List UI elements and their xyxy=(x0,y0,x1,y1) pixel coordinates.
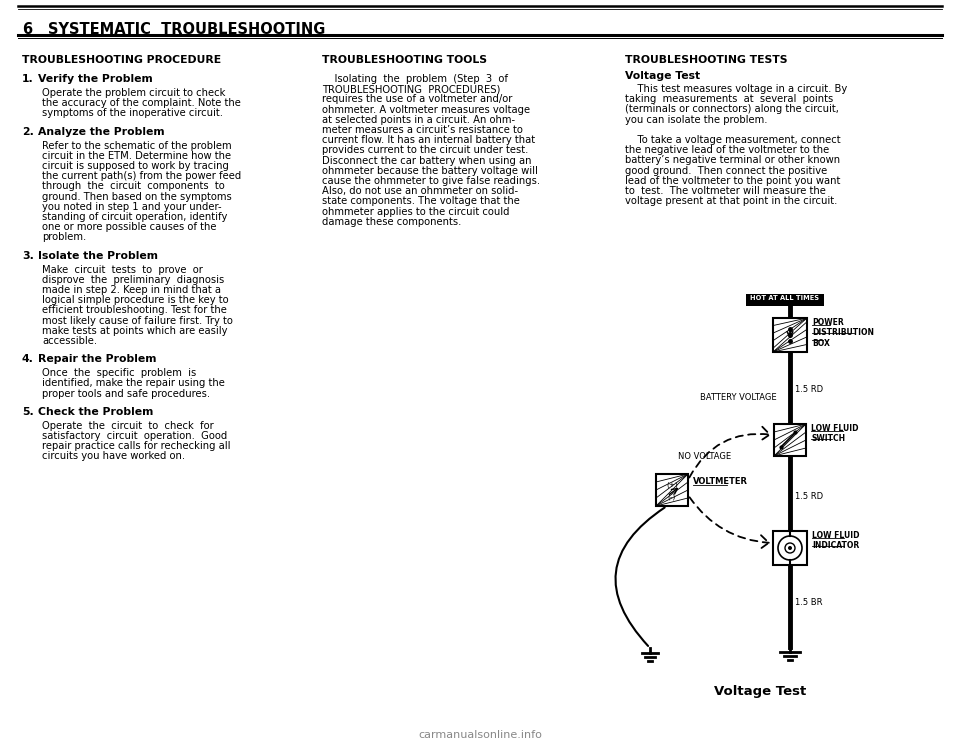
Circle shape xyxy=(788,546,792,550)
Bar xyxy=(774,424,806,456)
Bar xyxy=(773,318,807,352)
Text: 6: 6 xyxy=(22,22,32,37)
Text: meter measures a circuit’s resistance to: meter measures a circuit’s resistance to xyxy=(322,125,523,135)
Text: circuit is supposed to work by tracing: circuit is supposed to work by tracing xyxy=(42,161,228,171)
Text: the accuracy of the complaint. Note the: the accuracy of the complaint. Note the xyxy=(42,98,241,108)
Text: Check the Problem: Check the Problem xyxy=(38,407,154,417)
Text: TROUBLESHOOTING TESTS: TROUBLESHOOTING TESTS xyxy=(625,55,787,65)
Text: 1.5 RD: 1.5 RD xyxy=(795,492,823,501)
Text: battery’s negative terminal or other known: battery’s negative terminal or other kno… xyxy=(625,155,840,166)
Bar xyxy=(656,474,688,506)
Text: Repair the Problem: Repair the Problem xyxy=(38,354,156,364)
Text: TROUBLESHOOTING PROCEDURE: TROUBLESHOOTING PROCEDURE xyxy=(22,55,221,65)
Text: ohmmeter applies to the circuit could: ohmmeter applies to the circuit could xyxy=(322,207,510,216)
Text: Also, do not use an ohmmeter on solid-: Also, do not use an ohmmeter on solid- xyxy=(322,186,518,196)
Text: (terminals or connectors) along the circuit,: (terminals or connectors) along the circ… xyxy=(625,104,839,114)
Text: disprove  the  preliminary  diagnosis: disprove the preliminary diagnosis xyxy=(42,275,225,285)
Text: requires the use of a voltmeter and/or: requires the use of a voltmeter and/or xyxy=(322,95,513,104)
Circle shape xyxy=(778,536,802,560)
FancyArrowPatch shape xyxy=(689,427,770,477)
FancyArrowPatch shape xyxy=(689,498,769,549)
Text: Refer to the schematic of the problem: Refer to the schematic of the problem xyxy=(42,140,231,151)
Text: one or more possible causes of the: one or more possible causes of the xyxy=(42,222,217,232)
Text: made in step 2. Keep in mind that a: made in step 2. Keep in mind that a xyxy=(42,285,221,295)
Text: LOW FLUID
SWITCH: LOW FLUID SWITCH xyxy=(811,424,858,443)
Text: good ground.  Then connect the positive: good ground. Then connect the positive xyxy=(625,166,828,175)
Text: damage these components.: damage these components. xyxy=(322,217,462,227)
Text: logical simple procedure is the key to: logical simple procedure is the key to xyxy=(42,295,228,305)
FancyBboxPatch shape xyxy=(746,294,824,306)
Text: accessible.: accessible. xyxy=(42,336,97,346)
Text: you noted in step 1 and your under-: you noted in step 1 and your under- xyxy=(42,202,222,212)
Text: proper tools and safe procedures.: proper tools and safe procedures. xyxy=(42,389,210,398)
Circle shape xyxy=(785,543,795,553)
Text: 5.: 5. xyxy=(22,407,34,417)
Text: satisfactory  circuit  operation.  Good: satisfactory circuit operation. Good xyxy=(42,431,228,441)
Text: the current path(s) from the power feed: the current path(s) from the power feed xyxy=(42,171,241,181)
Text: problem.: problem. xyxy=(42,233,86,242)
Text: efficient troubleshooting. Test for the: efficient troubleshooting. Test for the xyxy=(42,305,227,316)
Text: POWER
DISTRIBUTION
BOX: POWER DISTRIBUTION BOX xyxy=(812,318,874,348)
Bar xyxy=(773,531,807,565)
Text: Make  circuit  tests  to  prove  or: Make circuit tests to prove or xyxy=(42,265,203,275)
Text: Verify the Problem: Verify the Problem xyxy=(38,74,153,84)
Text: Analyze the Problem: Analyze the Problem xyxy=(38,127,164,137)
Text: to  test.  The voltmeter will measure the: to test. The voltmeter will measure the xyxy=(625,186,826,196)
FancyArrowPatch shape xyxy=(615,507,664,646)
Text: HOT AT ALL TIMES: HOT AT ALL TIMES xyxy=(751,295,820,301)
Text: Voltage Test: Voltage Test xyxy=(625,71,700,81)
Text: provides current to the circuit under test.: provides current to the circuit under te… xyxy=(322,145,528,155)
Text: Isolating  the  problem  (Step  3  of: Isolating the problem (Step 3 of xyxy=(322,74,508,84)
Text: TROUBLESHOOTING  PROCEDURES): TROUBLESHOOTING PROCEDURES) xyxy=(322,84,500,94)
Text: you can isolate the problem.: you can isolate the problem. xyxy=(625,115,767,125)
Text: repair practice calls for rechecking all: repair practice calls for rechecking all xyxy=(42,441,230,451)
Text: 4.: 4. xyxy=(22,354,34,364)
Text: 1.5 BR: 1.5 BR xyxy=(795,598,823,607)
Text: standing of circuit operation, identify: standing of circuit operation, identify xyxy=(42,212,228,222)
Text: Voltage Test: Voltage Test xyxy=(714,685,806,698)
Text: lead of the voltmeter to the point you want: lead of the voltmeter to the point you w… xyxy=(625,176,840,186)
Text: ground. Then based on the symptoms: ground. Then based on the symptoms xyxy=(42,192,231,201)
Text: taking  measurements  at  several  points: taking measurements at several points xyxy=(625,94,833,104)
Text: (-): (-) xyxy=(668,493,676,500)
Text: most likely cause of failure first. Try to: most likely cause of failure first. Try … xyxy=(42,316,233,325)
Text: current flow. It has an internal battery that: current flow. It has an internal battery… xyxy=(322,135,535,145)
Text: NO VOLTAGE: NO VOLTAGE xyxy=(678,452,732,461)
Text: VOLTMETER: VOLTMETER xyxy=(693,477,748,486)
Text: TROUBLESHOOTING TOOLS: TROUBLESHOOTING TOOLS xyxy=(322,55,487,65)
Text: voltage present at that point in the circuit.: voltage present at that point in the cir… xyxy=(625,196,837,206)
Text: circuits you have worked on.: circuits you have worked on. xyxy=(42,451,185,461)
Text: (+): (+) xyxy=(666,482,678,489)
Text: carmanualsonline.info: carmanualsonline.info xyxy=(418,730,542,740)
Text: Once  the  specific  problem  is: Once the specific problem is xyxy=(42,369,196,378)
Text: ohmmeter. A voltmeter measures voltage: ohmmeter. A voltmeter measures voltage xyxy=(322,104,530,115)
Text: LOW FLUID
INDICATOR: LOW FLUID INDICATOR xyxy=(812,531,859,551)
Text: Operate  the  circuit  to  check  for: Operate the circuit to check for xyxy=(42,421,214,430)
Text: To take a voltage measurement, connect: To take a voltage measurement, connect xyxy=(625,135,841,145)
Text: This test measures voltage in a circuit. By: This test measures voltage in a circuit.… xyxy=(625,84,848,94)
Text: Operate the problem circuit to check: Operate the problem circuit to check xyxy=(42,88,226,98)
Text: Isolate the Problem: Isolate the Problem xyxy=(38,251,158,260)
Text: SYSTEMATIC  TROUBLESHOOTING: SYSTEMATIC TROUBLESHOOTING xyxy=(48,22,325,37)
Text: circuit in the ETM. Determine how the: circuit in the ETM. Determine how the xyxy=(42,151,231,161)
Text: the negative lead of the voltmeter to the: the negative lead of the voltmeter to th… xyxy=(625,145,829,155)
Text: at selected points in a circuit. An ohm-: at selected points in a circuit. An ohm- xyxy=(322,115,516,125)
Text: symptoms of the inoperative circuit.: symptoms of the inoperative circuit. xyxy=(42,108,223,119)
Text: identified, make the repair using the: identified, make the repair using the xyxy=(42,378,225,389)
Text: BATTERY VOLTAGE: BATTERY VOLTAGE xyxy=(700,393,777,402)
Text: through  the  circuit  components  to: through the circuit components to xyxy=(42,181,225,192)
Text: state components. The voltage that the: state components. The voltage that the xyxy=(322,196,520,207)
Text: make tests at points which are easily: make tests at points which are easily xyxy=(42,326,228,336)
Text: cause the ohmmeter to give false readings.: cause the ohmmeter to give false reading… xyxy=(322,176,540,186)
Text: 2.: 2. xyxy=(22,127,34,137)
Text: 1.5 RD: 1.5 RD xyxy=(795,385,823,394)
Text: 1.: 1. xyxy=(22,74,34,84)
Text: 3.: 3. xyxy=(22,251,34,260)
Text: ohmmeter because the battery voltage will: ohmmeter because the battery voltage wil… xyxy=(322,166,538,176)
Text: Disconnect the car battery when using an: Disconnect the car battery when using an xyxy=(322,156,532,166)
